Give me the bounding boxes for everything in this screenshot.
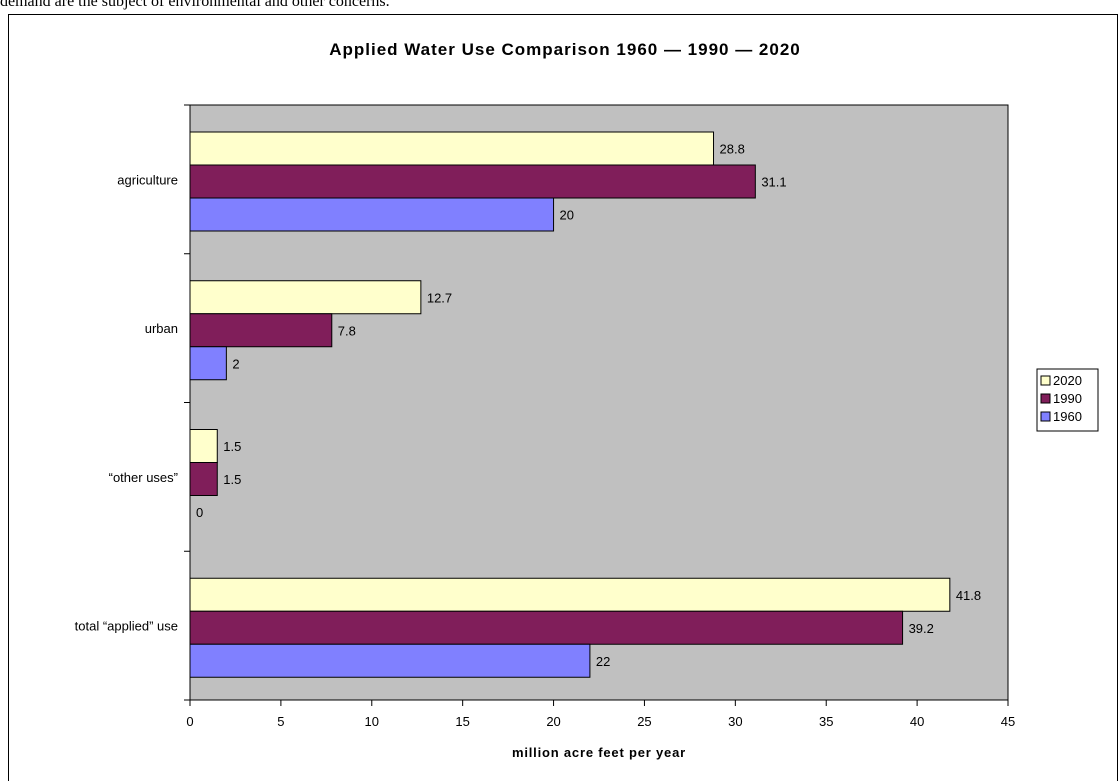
bar-1990-0 — [189, 164, 756, 199]
bars-group: 28.8 31.1 20 12.7 7.8 2 1.5 1.5 0 41.8 39.2 22 — [189, 131, 981, 678]
legend-swatch-2020 — [1040, 375, 1051, 386]
bar-2020-3 — [189, 577, 951, 612]
data-label-2020-1: 12.7 — [427, 290, 452, 305]
x-tick-label-10: 10 — [365, 714, 379, 729]
legend-label-2020: 2020 — [1053, 373, 1082, 388]
bar-1990-1 — [189, 313, 333, 348]
axes-group: agriculture urban “other uses” total “appli… — [75, 104, 1015, 729]
category-label-3: total “applied” use — [75, 619, 178, 634]
chart-frame — [8, 14, 1118, 781]
data-label-2020-3: 41.8 — [956, 588, 981, 603]
data-label-1960-0: 20 — [560, 208, 574, 223]
bar-1990-2 — [189, 462, 218, 496]
x-axis-label: million acre feet per year — [512, 745, 686, 760]
category-label-0: agriculture — [117, 172, 178, 187]
legend-swatch-1990 — [1040, 393, 1051, 404]
legend-label-1960: 1960 — [1053, 409, 1082, 424]
data-label-1990-1: 7.8 — [338, 323, 356, 338]
bar-1960-3 — [189, 643, 591, 678]
bar-1990-3 — [189, 610, 904, 645]
chart-title: Applied Water Use Comparison 1960 — 1990… — [329, 40, 801, 59]
data-label-1990-2: 1.5 — [223, 472, 241, 487]
data-label-1960-3: 22 — [596, 654, 610, 669]
x-tick-label-20: 20 — [546, 714, 560, 729]
x-tick-label-5: 5 — [277, 714, 284, 729]
bar-1960-0 — [189, 197, 555, 232]
data-label-2020-2: 1.5 — [223, 439, 241, 454]
bar-2020-0 — [189, 131, 715, 166]
bar-1960-1 — [189, 346, 227, 381]
intro-text: demand are the subject of environmental … — [0, 0, 390, 10]
x-tick-label-0: 0 — [186, 714, 193, 729]
legend-label-1990: 1990 — [1053, 391, 1082, 406]
legend-swatch-1960 — [1040, 411, 1051, 422]
bar-2020-1 — [189, 280, 422, 315]
x-tick-label-25: 25 — [637, 714, 651, 729]
x-tick-label-40: 40 — [910, 714, 924, 729]
bar-2020-2 — [189, 429, 218, 463]
x-tick-label-35: 35 — [819, 714, 833, 729]
data-label-1990-0: 31.1 — [761, 175, 786, 190]
data-label-1960-2: 0 — [196, 505, 203, 520]
category-label-1: urban — [145, 321, 178, 336]
data-label-1990-3: 39.2 — [909, 621, 934, 636]
data-label-2020-0: 28.8 — [720, 142, 745, 157]
x-tick-label-45: 45 — [1001, 714, 1015, 729]
category-label-2: “other uses” — [109, 470, 178, 485]
legend: 2020 1990 1960 — [1036, 368, 1099, 432]
data-label-1960-1: 2 — [232, 356, 239, 371]
x-tick-label-15: 15 — [455, 714, 469, 729]
x-tick-label-30: 30 — [728, 714, 742, 729]
